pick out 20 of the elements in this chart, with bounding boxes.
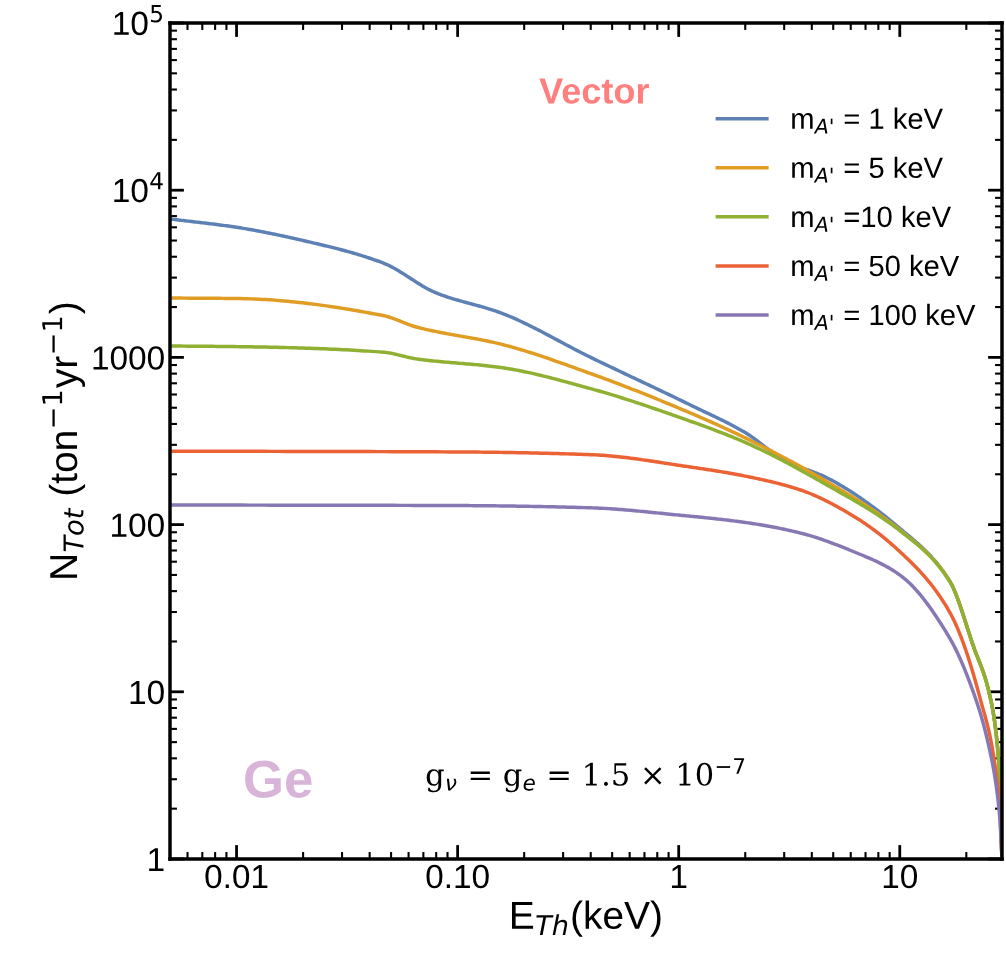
y-tick-label: 10 bbox=[130, 680, 164, 705]
x-axis-title: E$_{Th}$(keV) bbox=[512, 900, 661, 937]
y-tick-label: 1 bbox=[149, 848, 164, 872]
y-tick-label: 10$^{4}$ bbox=[114, 172, 163, 203]
legend-label: m$_{A'}$ =10 keV bbox=[792, 205, 952, 232]
y-tick-label: 1000 bbox=[93, 346, 164, 370]
y-axis-title: N$_{Tot}$ (ton$^{−1}$yr$^{−1}$) bbox=[42, 303, 86, 578]
y-tick-label: 100 bbox=[112, 513, 164, 538]
legend-label: m$_{A'}$ = 1 keV bbox=[792, 107, 943, 134]
legend-label: m$_{A'}$ = 50 keV bbox=[792, 254, 960, 281]
x-tick-label: 0.10 bbox=[426, 864, 489, 889]
x-tick-label: 1 bbox=[671, 865, 687, 889]
legend-label: m$_{A'}$ = 5 keV bbox=[792, 156, 943, 183]
annotation: g$_{ν}$ = g$_{e}$ = 1.5 × 10$^{−7}$ bbox=[426, 758, 745, 793]
legend-label: m$_{A'}$ = 100 keV bbox=[792, 303, 976, 330]
annotation: Ge bbox=[245, 760, 312, 798]
y-tick-label: 10$^{5}$ bbox=[114, 5, 163, 36]
x-tick-label: 0.01 bbox=[205, 864, 268, 889]
x-tick-label: 10 bbox=[883, 864, 918, 889]
annotation: Vector bbox=[539, 78, 649, 104]
